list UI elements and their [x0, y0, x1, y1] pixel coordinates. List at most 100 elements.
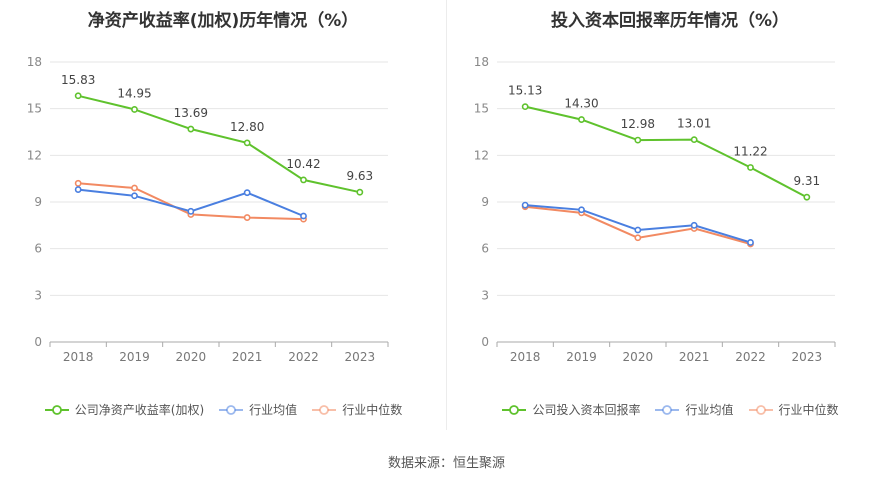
data-label: 11.22 — [733, 144, 767, 158]
data-label: 12.98 — [621, 117, 655, 131]
legend-swatch-icon — [44, 404, 69, 415]
y-tick-label: 0 — [481, 335, 489, 349]
x-tick-label: 2019 — [566, 350, 597, 364]
data-source-note: 数据来源：恒生聚源 — [387, 456, 505, 471]
industry-median-data-point — [634, 234, 642, 242]
x-tick-label: 2019 — [119, 350, 150, 364]
company-data-point — [187, 125, 195, 133]
industry-mean-data-point — [300, 212, 307, 220]
legend-item-company[interactable]: 公司投入资本回报率 — [501, 401, 640, 418]
data-label: 15.83 — [61, 73, 95, 87]
company-series-line — [524, 105, 808, 199]
industry-mean-data-point — [521, 201, 529, 209]
x-tick-label: 2023 — [792, 350, 823, 364]
roe-chart-legend: 公司净资产收益率(加权) 行业均值 行业中位数 — [0, 401, 446, 418]
company-data-point — [690, 136, 698, 144]
legend-swatch-icon — [219, 404, 244, 415]
legend-swatch-icon — [312, 404, 337, 415]
roe-chart-plot: 0 3 6 9 12 15 18 2018 2019 2020 2021 2022 2023 15.83 1… — [27, 55, 389, 364]
legend-label: 行业中位数 — [778, 403, 839, 417]
x-tick-label: 2021 — [679, 350, 710, 364]
company-data-point — [300, 176, 307, 184]
x-tick-label: 2021 — [232, 350, 263, 364]
roic-chart-title: 投入资本回报率历年情况（%） — [550, 11, 790, 31]
industry-median-data-point — [131, 184, 138, 192]
data-label: 13.69 — [174, 106, 208, 120]
y-tick-label: 3 — [481, 288, 489, 302]
data-label: 15.13 — [508, 84, 542, 98]
industry-mean-data-point — [578, 206, 585, 214]
x-tick-label: 2018 — [510, 350, 541, 364]
y-tick-label: 0 — [34, 335, 42, 349]
legend-label: 行业均值 — [685, 403, 734, 417]
industry-mean-data-point — [74, 186, 82, 193]
industry-mean-data-point — [634, 226, 642, 234]
legend-swatch-marker — [226, 404, 237, 415]
company-data-point — [356, 188, 364, 196]
data-label: 9.31 — [793, 174, 820, 188]
roe-chart-panel: 净资产收益率(加权)历年情况（%） 0 3 6 9 12 15 18 2018 2019 2020… — [0, 0, 446, 440]
company-data-point — [243, 139, 251, 147]
legend-swatch-icon — [502, 404, 527, 415]
company-data-point — [131, 106, 138, 113]
legend-item-industry-median[interactable]: 行业中位数 — [311, 401, 402, 418]
industry-mean-data-point — [243, 189, 251, 197]
legend-swatch-marker — [509, 404, 520, 415]
legend-item-company[interactable]: 公司净资产收益率(加权) — [44, 401, 204, 418]
y-tick-label: 6 — [481, 242, 489, 256]
industry-mean-data-point — [690, 221, 698, 229]
legend-swatch-marker — [51, 404, 62, 415]
roe-chart-title: 净资产收益率(加权)历年情况（%） — [87, 11, 359, 31]
legend-swatch-marker — [662, 404, 673, 415]
legend-swatch-marker — [319, 404, 330, 415]
y-tick-label: 18 — [474, 55, 489, 69]
company-data-point — [803, 193, 811, 201]
data-label: 9.63 — [346, 169, 373, 183]
x-tick-label: 2018 — [63, 350, 94, 364]
industry-mean-data-point — [187, 207, 195, 215]
company-data-point — [74, 92, 82, 100]
legend-item-industry-mean[interactable]: 行业均值 — [654, 401, 734, 418]
legend-item-industry-median[interactable]: 行业中位数 — [748, 401, 839, 418]
industry-mean-data-point — [747, 239, 754, 246]
data-label: 12.80 — [230, 120, 264, 134]
legend-label: 公司投入资本回报率 — [532, 403, 641, 417]
y-tick-label: 15 — [27, 102, 42, 116]
data-label: 13.01 — [677, 117, 711, 131]
y-tick-label: 15 — [474, 102, 489, 116]
company-data-point — [578, 116, 585, 123]
legend-item-industry-mean[interactable]: 行业均值 — [218, 401, 297, 418]
legend-swatch-icon — [655, 404, 680, 415]
y-tick-label: 9 — [34, 195, 42, 209]
roic-chart-legend: 公司投入资本回报率 行业均值 行业中位数 — [447, 401, 893, 418]
x-tick-label: 2023 — [345, 350, 376, 364]
company-data-point — [634, 136, 642, 144]
y-tick-label: 18 — [27, 55, 42, 69]
y-tick-label: 12 — [27, 148, 42, 162]
x-tick-label: 2022 — [735, 350, 766, 364]
company-series-line — [77, 94, 361, 194]
roic-chart-panel: 投入资本回报率历年情况（%） 0 3 6 9 12 15 18 2018 2019 2020 202… — [447, 0, 893, 440]
y-tick-label: 6 — [34, 242, 42, 256]
roic-chart-plot: 0 3 6 9 12 15 18 2018 2019 2020 2021 2022 2023 15.13 1… — [474, 55, 836, 364]
x-tick-label: 2020 — [176, 350, 207, 364]
industry-median-data-point — [243, 214, 251, 221]
industry-median-data-point — [74, 179, 82, 187]
x-tick-label: 2022 — [288, 350, 319, 364]
data-label: 14.30 — [564, 97, 598, 111]
legend-swatch-marker — [755, 404, 766, 415]
data-label: 14.95 — [117, 86, 151, 100]
data-label: 10.42 — [286, 157, 320, 171]
company-data-point — [747, 164, 754, 171]
company-data-point — [521, 103, 529, 111]
y-tick-label: 12 — [474, 148, 489, 162]
legend-label: 行业中位数 — [342, 403, 403, 417]
legend-label: 行业均值 — [249, 403, 298, 417]
legend-swatch-icon — [748, 404, 773, 415]
legend-label: 公司净资产收益率(加权) — [74, 403, 205, 417]
industry-mean-data-point — [131, 192, 138, 200]
x-tick-label: 2020 — [623, 350, 654, 364]
y-tick-label: 3 — [34, 288, 42, 302]
y-tick-label: 9 — [481, 195, 489, 209]
panel-divider — [446, 0, 447, 430]
